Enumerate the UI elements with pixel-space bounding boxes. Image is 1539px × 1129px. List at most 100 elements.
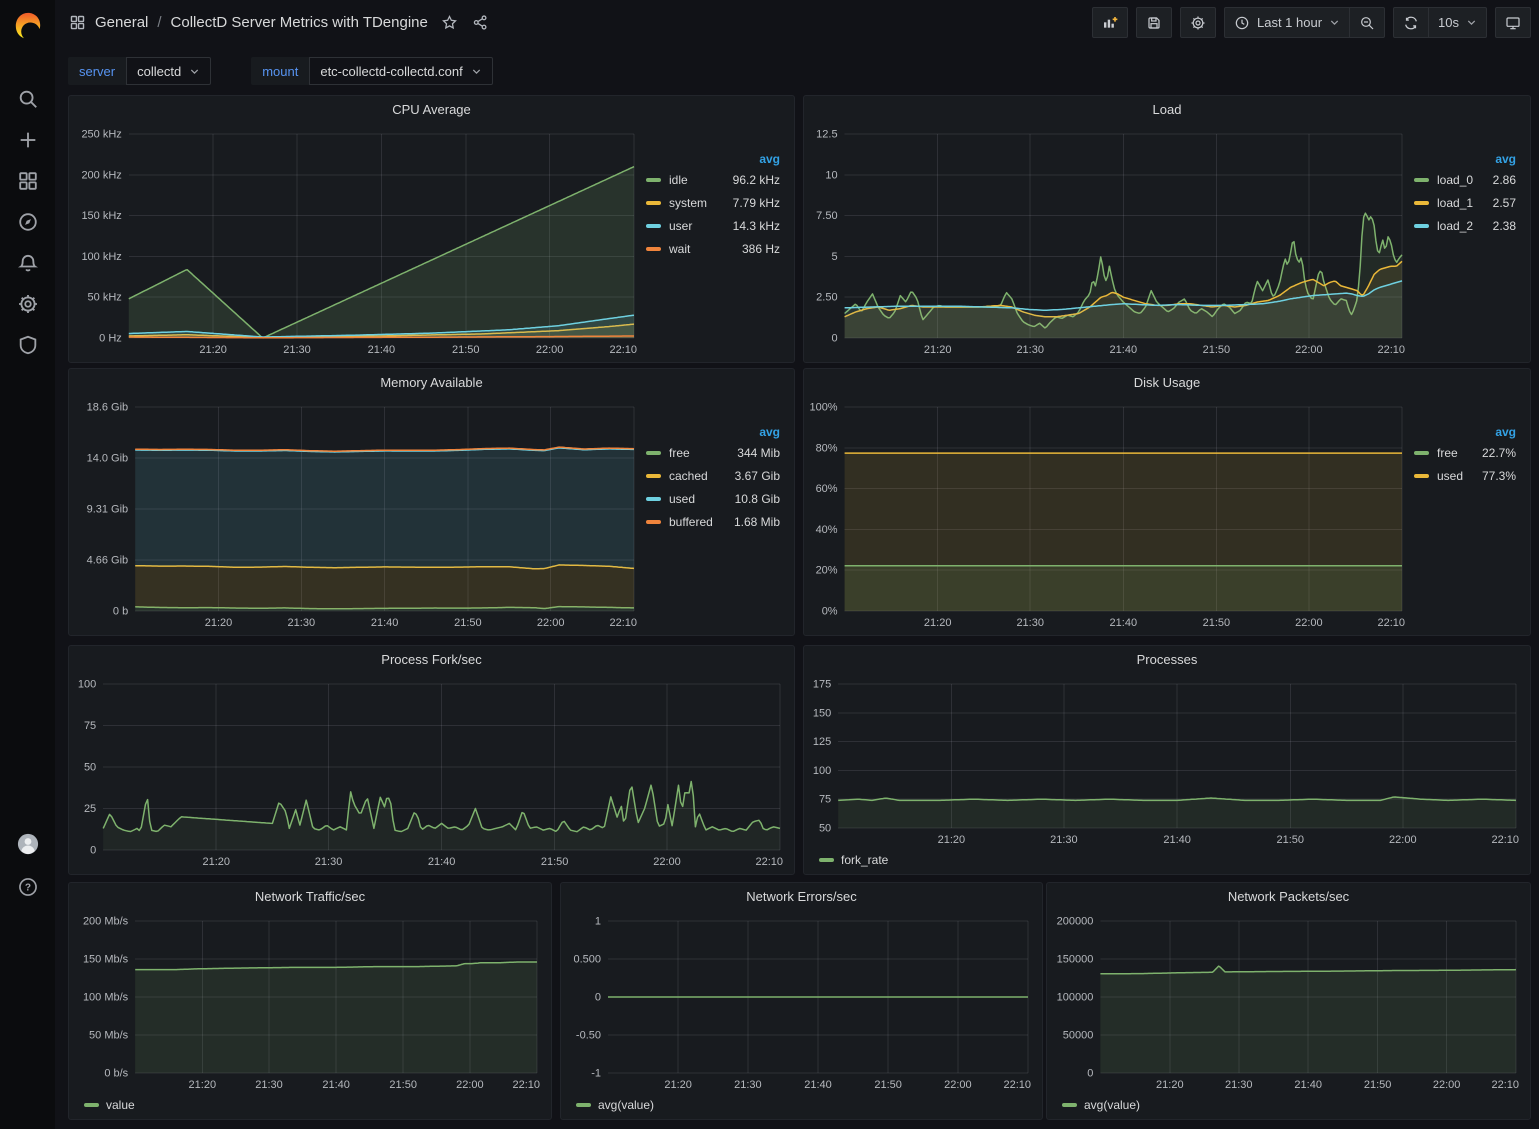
add-panel-button[interactable]: [1092, 7, 1128, 38]
svg-text:2.50: 2.50: [816, 292, 837, 304]
grafana-logo[interactable]: [0, 0, 55, 52]
legend-item-user[interactable]: user14.3 kHz: [646, 214, 780, 237]
variable-mount-select[interactable]: etc-collectd-collectd.conf: [309, 57, 492, 85]
svg-text:14.0 Gib: 14.0 Gib: [87, 453, 129, 465]
legend-item-load_1[interactable]: load_12.57: [1414, 191, 1516, 214]
legend-item-wait[interactable]: wait386 Hz: [646, 237, 780, 260]
legend-series-name: fork_rate: [841, 853, 888, 867]
legend-series-color: [576, 1103, 591, 1107]
legend-series-color: [646, 497, 661, 501]
disk-usage-chart[interactable]: 21:2021:3021:4021:5022:0022:10100%80%60%…: [807, 397, 1410, 632]
dashboard-title[interactable]: CollectD Server Metrics with TDengine: [171, 14, 428, 31]
svg-text:21:20: 21:20: [189, 1079, 217, 1091]
svg-text:0: 0: [831, 333, 837, 345]
panel-title[interactable]: Network Errors/sec: [561, 883, 1042, 911]
legend-item-load_2[interactable]: load_22.38: [1414, 214, 1516, 237]
svg-text:25: 25: [84, 803, 96, 815]
svg-text:22:00: 22:00: [1433, 1079, 1461, 1091]
sidebar-item-search[interactable]: [17, 88, 39, 110]
svg-text:250 kHz: 250 kHz: [81, 129, 121, 141]
avatar-icon: [17, 833, 39, 855]
legend-item-used[interactable]: used10.8 Gib: [646, 487, 780, 510]
legend-series-value: 2.86: [1493, 173, 1516, 187]
svg-text:22:00: 22:00: [1295, 617, 1323, 629]
breadcrumb-folder[interactable]: General: [95, 14, 148, 31]
network-packets-chart[interactable]: 21:2021:3021:4021:5022:0022:102000001500…: [1050, 911, 1524, 1094]
legend-series-name: value: [106, 1098, 135, 1112]
network-errors-chart[interactable]: 21:2021:3021:4021:5022:0022:1010.5000-0.…: [564, 911, 1036, 1094]
svg-text:200000: 200000: [1057, 916, 1094, 928]
legend-item-free[interactable]: free344 Mib: [646, 441, 780, 464]
legend-item-value[interactable]: value: [84, 1098, 135, 1112]
cpu-average-chart[interactable]: 21:2021:3021:4021:5022:0022:10250 kHz200…: [72, 124, 642, 359]
legend-series-value: 2.38: [1493, 219, 1516, 233]
cycle-view-mode-button[interactable]: [1495, 7, 1531, 38]
legend-series-name: load_0: [1437, 173, 1473, 187]
svg-text:21:30: 21:30: [315, 856, 343, 868]
processes-chart[interactable]: 21:2021:3021:4021:5022:0022:101751501251…: [807, 674, 1524, 849]
panel-title[interactable]: Process Fork/sec: [69, 646, 794, 674]
sidebar-item-configuration[interactable]: [17, 293, 39, 315]
refresh-button[interactable]: [1393, 7, 1429, 38]
process-fork-chart[interactable]: 21:2021:3021:4021:5022:0022:101007550250: [72, 674, 788, 871]
chart-svg: 21:2021:3021:4021:5022:0022:10250 kHz200…: [72, 124, 642, 359]
chevron-down-icon: [1466, 17, 1477, 28]
panel-title[interactable]: Network Traffic/sec: [69, 883, 551, 911]
legend-item-cached[interactable]: cached3.67 Gib: [646, 464, 780, 487]
memory-available-chart[interactable]: 21:2021:3021:4021:5022:0022:1018.6 Gib14…: [72, 397, 642, 632]
svg-text:40%: 40%: [816, 524, 838, 536]
svg-text:22:10: 22:10: [609, 617, 637, 629]
share-dashboard-button[interactable]: [472, 14, 490, 32]
svg-text:21:20: 21:20: [1156, 1079, 1184, 1091]
legend-series-name: wait: [669, 242, 690, 256]
panel-memory-available: Memory Available 21:2021:3021:4021:5022:…: [68, 368, 795, 636]
legend-item-fork_rate[interactable]: fork_rate: [819, 853, 888, 867]
dashboard-settings-button[interactable]: [1180, 7, 1216, 38]
star-dashboard-button[interactable]: [441, 14, 459, 32]
svg-text:22:00: 22:00: [1295, 344, 1323, 356]
legend-item-used[interactable]: used77.3%: [1414, 464, 1516, 487]
grafana-flame-icon: [13, 10, 43, 42]
svg-text:50: 50: [84, 762, 96, 774]
legend-header: avg: [1414, 423, 1516, 441]
zoom-out-button[interactable]: [1350, 7, 1385, 38]
sidebar-item-server-admin[interactable]: [17, 334, 39, 356]
variable-server-select[interactable]: collectd: [126, 57, 211, 85]
network-errors-legend: avg(value): [564, 1094, 1036, 1116]
legend-item-free[interactable]: free22.7%: [1414, 441, 1516, 464]
panel-title[interactable]: CPU Average: [69, 96, 794, 124]
legend-item-avgvalue[interactable]: avg(value): [1062, 1098, 1140, 1112]
svg-text:22:00: 22:00: [456, 1079, 484, 1091]
user-avatar[interactable]: [14, 832, 41, 859]
load-chart[interactable]: 21:2021:3021:4021:5022:0022:1012.5107.50…: [807, 124, 1410, 359]
panel-cpu-average: CPU Average 21:2021:3021:4021:5022:0022:…: [68, 95, 795, 363]
sidebar-item-explore[interactable]: [17, 211, 39, 233]
legend-series-name: avg(value): [1084, 1098, 1140, 1112]
panel-title[interactable]: Processes: [804, 646, 1530, 674]
svg-text:21:40: 21:40: [368, 344, 396, 356]
sidebar-item-help[interactable]: ?: [17, 876, 39, 898]
legend-item-buffered[interactable]: buffered1.68 Mib: [646, 510, 780, 533]
panel-title[interactable]: Network Packets/sec: [1047, 883, 1530, 911]
refresh-interval-picker[interactable]: 10s: [1429, 7, 1487, 38]
svg-text:22:00: 22:00: [944, 1079, 972, 1091]
legend-series-value: 10.8 Gib: [735, 492, 780, 506]
legend-item-avgvalue[interactable]: avg(value): [576, 1098, 654, 1112]
svg-text:22:00: 22:00: [1389, 834, 1417, 846]
legend-series-color: [646, 201, 661, 205]
sidebar-item-create[interactable]: [17, 129, 39, 151]
time-range-picker[interactable]: Last 1 hour: [1224, 7, 1350, 38]
legend-item-load_0[interactable]: load_0 2.86: [1414, 168, 1516, 191]
bell-icon: [17, 252, 39, 274]
legend-item-idle[interactable]: idle96.2 kHz: [646, 168, 780, 191]
breadcrumb-separator: /: [157, 14, 161, 31]
network-traffic-chart[interactable]: 21:2021:3021:4021:5022:0022:10200 Mb/s15…: [72, 911, 545, 1094]
panel-title[interactable]: Memory Available: [69, 369, 794, 397]
panel-load: Load 21:2021:3021:4021:5022:0022:1012.51…: [803, 95, 1531, 363]
save-dashboard-button[interactable]: [1136, 7, 1172, 38]
sidebar-item-alerting[interactable]: [17, 252, 39, 274]
panel-title[interactable]: Disk Usage: [804, 369, 1530, 397]
legend-item-system[interactable]: system7.79 kHz: [646, 191, 780, 214]
sidebar-item-dashboards[interactable]: [17, 170, 39, 192]
panel-title[interactable]: Load: [804, 96, 1530, 124]
